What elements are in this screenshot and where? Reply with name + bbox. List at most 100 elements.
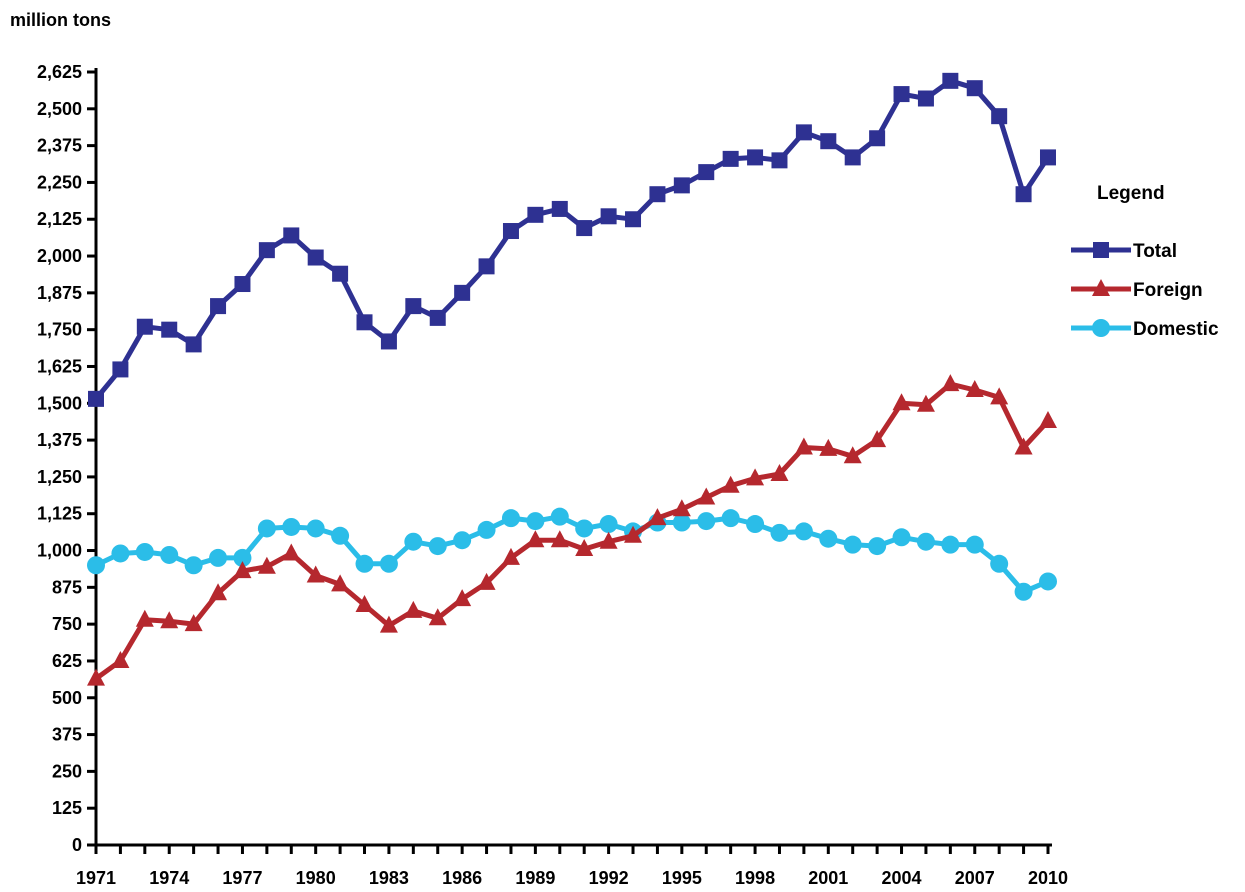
data-point-total [454, 284, 471, 301]
data-point-domestic [843, 535, 862, 554]
data-point-domestic [526, 512, 545, 531]
data-point-total [869, 130, 886, 147]
data-point-foreign [941, 374, 960, 392]
x-tick-label: 2001 [808, 868, 848, 888]
data-point-domestic [111, 544, 130, 563]
data-point-foreign [257, 556, 276, 574]
x-tick-label: 1980 [296, 868, 336, 888]
data-point-domestic [501, 509, 520, 528]
data-point-domestic [87, 556, 105, 575]
data-point-total [600, 208, 617, 225]
data-point-domestic [746, 515, 765, 534]
data-point-domestic [819, 529, 838, 548]
data-point-domestic [209, 548, 228, 567]
data-point-total [112, 361, 129, 378]
data-point-total [161, 321, 178, 338]
data-point-foreign [599, 531, 618, 549]
data-point-foreign [404, 600, 423, 618]
legend-label: Domestic [1133, 319, 1219, 340]
data-point-foreign [282, 543, 301, 561]
data-point-foreign [575, 539, 594, 557]
y-tick-label: 2,250 [37, 172, 82, 192]
data-point-total [478, 258, 495, 275]
data-point-total [356, 314, 373, 331]
y-tick-label: 1,000 [37, 541, 82, 561]
x-tick-label: 2010 [1028, 868, 1068, 888]
y-tick-label: 1,750 [37, 320, 82, 340]
data-point-domestic [770, 523, 789, 542]
legend-marker-total [1093, 242, 1109, 258]
series-foreign [87, 374, 1057, 686]
data-point-foreign [184, 614, 203, 632]
legend-marker-domestic [1092, 319, 1110, 337]
x-tick-label: 1971 [76, 868, 116, 888]
data-point-foreign [916, 394, 935, 412]
x-tick-label: 1998 [735, 868, 775, 888]
data-point-total [1039, 149, 1056, 166]
y-tick-label: 0 [72, 835, 82, 855]
x-tick-label: 1986 [442, 868, 482, 888]
data-point-total [820, 133, 837, 150]
x-tick-label: 1989 [515, 868, 555, 888]
data-point-total [551, 200, 568, 217]
y-tick-label: 1,125 [37, 504, 82, 524]
data-point-domestic [428, 537, 447, 556]
data-point-domestic [868, 537, 887, 556]
data-point-foreign [160, 611, 179, 629]
series-line-total [94, 78, 1051, 401]
data-point-domestic [282, 517, 301, 536]
data-point-total [332, 265, 349, 282]
data-point-domestic [599, 515, 618, 534]
data-point-total [673, 177, 690, 194]
data-point-domestic [794, 522, 813, 541]
data-point-foreign [746, 468, 765, 486]
series-layer [87, 72, 1057, 686]
legend-marker-foreign [1092, 279, 1110, 296]
data-point-total [966, 80, 983, 97]
axes: 0 125 250 375 500 625 750 875 1,000 1,125 1,250 1,3… [37, 62, 1068, 888]
data-point-domestic [672, 513, 691, 532]
x-tick-label: 1995 [662, 868, 702, 888]
data-point-foreign [355, 595, 374, 613]
data-point-domestic [453, 531, 472, 550]
data-point-foreign [87, 668, 105, 686]
data-point-domestic [916, 532, 935, 551]
y-tick-label: 1,375 [37, 430, 82, 450]
data-point-total [307, 249, 324, 266]
y-tick-label: 2,000 [37, 246, 82, 266]
data-point-domestic [257, 519, 276, 538]
series-total [88, 72, 1056, 407]
data-point-total [210, 298, 227, 315]
y-tick-label: 2,125 [37, 209, 82, 229]
data-point-domestic [404, 532, 423, 551]
x-tick-label: 2004 [882, 868, 922, 888]
data-point-total [380, 333, 397, 350]
data-point-domestic [306, 519, 325, 538]
data-point-foreign [624, 525, 643, 543]
legend-label: Total [1133, 241, 1177, 262]
y-tick-label: 1,875 [37, 283, 82, 303]
data-point-total [625, 211, 642, 228]
data-point-foreign [428, 608, 447, 626]
data-point-total [88, 390, 104, 407]
data-point-foreign [526, 530, 545, 548]
y-tick-label: 750 [52, 614, 82, 634]
data-point-total [283, 227, 300, 244]
data-point-total [991, 108, 1008, 125]
data-point-domestic [1038, 572, 1057, 591]
data-point-domestic [355, 554, 374, 573]
data-point-foreign [843, 446, 862, 464]
data-point-domestic [184, 556, 203, 575]
data-point-foreign [1014, 437, 1033, 455]
data-point-domestic [379, 554, 398, 573]
data-point-domestic [575, 519, 594, 538]
legend-item-domestic: Domestic [1071, 319, 1219, 340]
data-point-total [942, 72, 959, 89]
x-tick-label: 1983 [369, 868, 409, 888]
data-point-foreign [672, 499, 691, 517]
series-domestic [87, 507, 1057, 601]
data-point-foreign [868, 430, 887, 448]
y-axis-unit-label: million tons [10, 10, 111, 30]
data-point-foreign [648, 508, 667, 526]
data-point-foreign [233, 561, 252, 579]
